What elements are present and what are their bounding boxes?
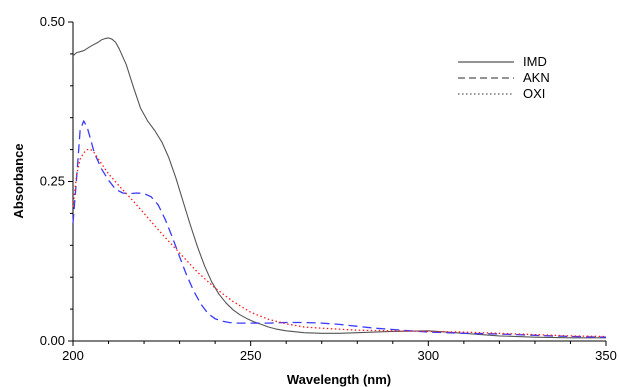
legend-label-oxi: OXI [523,86,545,101]
y-tick-label: 0.25 [40,174,65,189]
x-tick-label: 200 [62,348,84,363]
x-axis-title: Wavelength (nm) [287,372,391,387]
x-tick-label: 250 [240,348,262,363]
y-tick-label: 0.50 [40,14,65,29]
legend-label-imd: IMD [523,54,547,69]
series-line-akn [72,120,607,338]
y-tick-label: 0.00 [40,333,65,348]
legend-label-akn: AKN [523,70,550,85]
y-axis-title: Absorbance [11,143,26,218]
ticks-layer: 200 250 300 350 0.00 0.25 0.50 [40,14,617,363]
series-layer [72,37,607,339]
series-line-imd [72,37,606,339]
series-line-oxi [72,148,607,338]
x-tick-label: 350 [595,348,617,363]
plot-area: 200 250 300 350 0.00 0.25 0.50 [40,14,617,363]
legend: IMD AKN OXI [458,54,550,101]
x-tick-label: 300 [417,348,439,363]
